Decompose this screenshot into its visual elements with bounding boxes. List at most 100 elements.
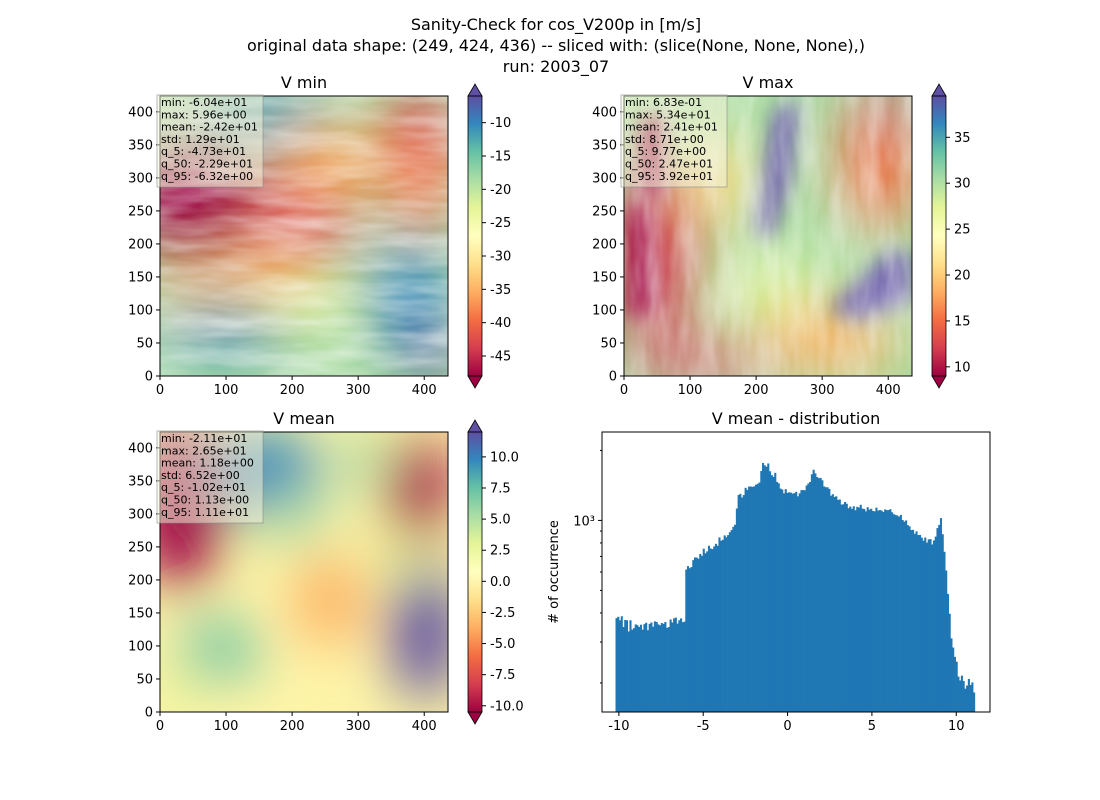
histogram-bar (882, 511, 885, 712)
histogram-bar (866, 507, 869, 712)
histogram-bar (692, 560, 695, 712)
histogram-bar (819, 477, 822, 712)
histogram-bar (737, 495, 740, 712)
histogram-bar (919, 534, 922, 712)
histogram-bar (706, 551, 709, 712)
y-tick-label: 200 (128, 237, 153, 252)
histogram-bar (683, 621, 686, 712)
histogram-bar (814, 473, 817, 712)
histogram-bar (700, 555, 704, 712)
histogram-bar (891, 512, 894, 712)
colorbar-extend-max (467, 83, 483, 97)
histogram-bar (788, 492, 791, 712)
histogram-bar (709, 548, 712, 712)
histogram-bar (899, 514, 902, 712)
histogram-bar (838, 499, 841, 712)
histogram-bar (625, 620, 629, 712)
histogram-bar (905, 520, 908, 712)
stats-line: min: -6.04e+01 (161, 96, 247, 109)
histogram-bar (852, 506, 855, 712)
y-tick-label: 200 (128, 573, 153, 588)
y-tick-label: 50 (136, 336, 153, 351)
y-tick-label: 400 (128, 441, 153, 456)
histogram-bar (953, 656, 956, 712)
stats-box (620, 94, 728, 188)
stats-line: std: 8.71e+00 (625, 133, 704, 146)
histogram-bar (688, 568, 691, 712)
histogram-bar (803, 490, 806, 712)
histogram-bar (763, 465, 766, 712)
histogram-bar (659, 625, 662, 712)
histogram-bar (948, 613, 951, 712)
x-tick-label: 300 (346, 719, 371, 734)
y-tick-label: 50 (136, 672, 153, 687)
histogram-bar (693, 557, 697, 712)
histogram-bar (782, 493, 786, 712)
histogram-bar (807, 483, 810, 712)
colorbar-tick-label: -35 (490, 283, 511, 298)
histogram-bar (908, 526, 911, 712)
colorbar-tick-label: -15 (490, 150, 511, 165)
histogram-bar (842, 504, 845, 712)
histogram-bar (885, 510, 888, 712)
histogram-bar (748, 486, 751, 712)
y-tick-label: 0 (145, 370, 153, 385)
histogram-bar (713, 546, 716, 712)
x-tick-label: 100 (214, 719, 239, 734)
histogram-bar (938, 524, 941, 712)
histogram-bar (624, 620, 627, 712)
histogram-bar (898, 516, 901, 712)
histogram-bar (723, 535, 726, 712)
histogram-bar (662, 623, 665, 712)
histogram-bar (716, 545, 719, 712)
histogram-bar (809, 481, 812, 712)
panel-v-mean-distribution: V mean - distribution -10 -5 0 5 10 10³ # of … (547, 409, 991, 734)
x-tick-label: 100 (678, 383, 703, 398)
histogram-bar (779, 488, 782, 712)
histogram-bars (615, 462, 976, 712)
stats-line: q_50: 1.13e+00 (161, 494, 249, 507)
histogram-bar (753, 486, 756, 712)
histogram-bar (695, 557, 698, 712)
colorbar-tick-label: -25 (490, 216, 511, 231)
histogram-bar (725, 537, 728, 712)
stats-line: mean: 2.41e+01 (625, 121, 718, 134)
histogram-bar (674, 617, 677, 712)
y-tick-label: 350 (592, 138, 617, 153)
histogram-bar (868, 509, 871, 712)
histogram-bar (864, 511, 868, 712)
histogram-bar (638, 627, 641, 712)
colorbar-tick-label: 35 (954, 131, 971, 146)
y-tick-label: 300 (128, 171, 153, 186)
colorbar-extend-min (467, 375, 483, 389)
y-tick-label: 0 (145, 706, 153, 721)
histogram-bar (957, 676, 960, 712)
histogram-bar (821, 480, 824, 712)
x-tick-label: 400 (876, 383, 901, 398)
suptitle-line-1: Sanity-Check for cos_V200p in [m/s] (411, 15, 701, 35)
histogram-bar (936, 528, 939, 712)
colorbar-tick-label: -30 (490, 250, 511, 265)
colorbar-tick-label: 15 (954, 314, 971, 329)
stats-line: mean: 1.18e+00 (161, 457, 254, 470)
x-tick-label: 400 (412, 719, 437, 734)
y-tick-label: 150 (128, 606, 153, 621)
colorbar-tick-label: 30 (954, 177, 971, 192)
histogram-bar (620, 616, 623, 712)
x-tick-label: -5 (697, 719, 710, 734)
colorbar-extend-max (931, 83, 947, 97)
histogram-bar (777, 483, 780, 712)
histogram-bar (823, 486, 826, 712)
histogram-bar (721, 539, 724, 712)
histogram-bar (840, 504, 843, 712)
colorbar-tick-label: -2.5 (490, 606, 515, 621)
histogram-bar (817, 478, 820, 712)
colorbar-tick-label: 25 (954, 223, 971, 238)
histogram-bar (775, 481, 779, 712)
histogram-bar (927, 539, 930, 712)
histogram-bar (812, 469, 815, 712)
histogram-bar (718, 537, 721, 712)
x-tick-label: 0 (783, 719, 791, 734)
histogram-bar (653, 621, 656, 712)
histogram-bar (650, 622, 653, 712)
